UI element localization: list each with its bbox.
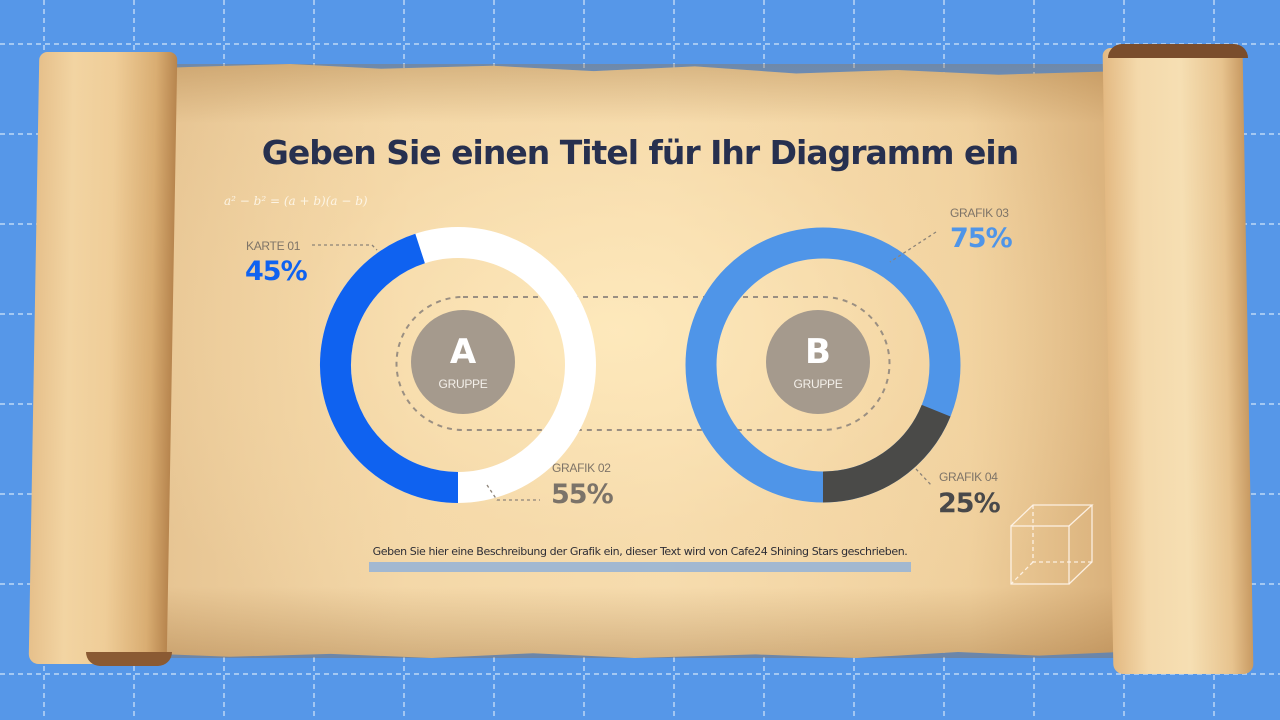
group-a-label: GRUPPE xyxy=(438,377,488,391)
center-circle-a xyxy=(411,310,515,414)
cube-icon xyxy=(1010,504,1094,585)
scroll-roll-right-cap xyxy=(1108,44,1248,58)
donut-a-segment-karte-01 xyxy=(319,233,459,503)
donut-b-segment-grafik-04 xyxy=(822,404,951,503)
value-grafik-03: 75% xyxy=(950,223,1013,254)
scroll-roll-left-cap xyxy=(86,652,172,666)
leader-grafik-04 xyxy=(915,468,933,487)
value-grafik-02: 55% xyxy=(551,479,614,510)
group-a-letter: A xyxy=(449,332,477,372)
value-grafik-04: 25% xyxy=(938,488,1001,519)
center-circle-b xyxy=(766,310,870,414)
group-b-label: GRUPPE xyxy=(793,377,843,391)
group-b-letter: B xyxy=(805,332,831,372)
chart-description: Geben Sie hier eine Beschreibung der Gra… xyxy=(372,545,908,558)
label-karte-01: KARTE 01 xyxy=(246,239,301,253)
description-highlight-bar xyxy=(369,562,911,572)
leader-karte-01 xyxy=(312,244,378,251)
math-formula-decoration: a² − b² = (a + b)(a − b) xyxy=(224,194,368,208)
label-grafik-04: GRAFIK 04 xyxy=(939,470,998,484)
label-grafik-02: GRAFIK 02 xyxy=(552,461,611,475)
donut-a[interactable] xyxy=(319,227,596,503)
label-grafik-03: GRAFIK 03 xyxy=(950,206,1009,220)
leader-grafik-02 xyxy=(486,484,540,501)
chart-title: Geben Sie einen Titel für Ihr Diagramm e… xyxy=(261,133,1019,172)
dashed-connector xyxy=(395,296,891,431)
donut-b[interactable] xyxy=(685,227,961,503)
value-karte-01: 45% xyxy=(245,256,308,287)
